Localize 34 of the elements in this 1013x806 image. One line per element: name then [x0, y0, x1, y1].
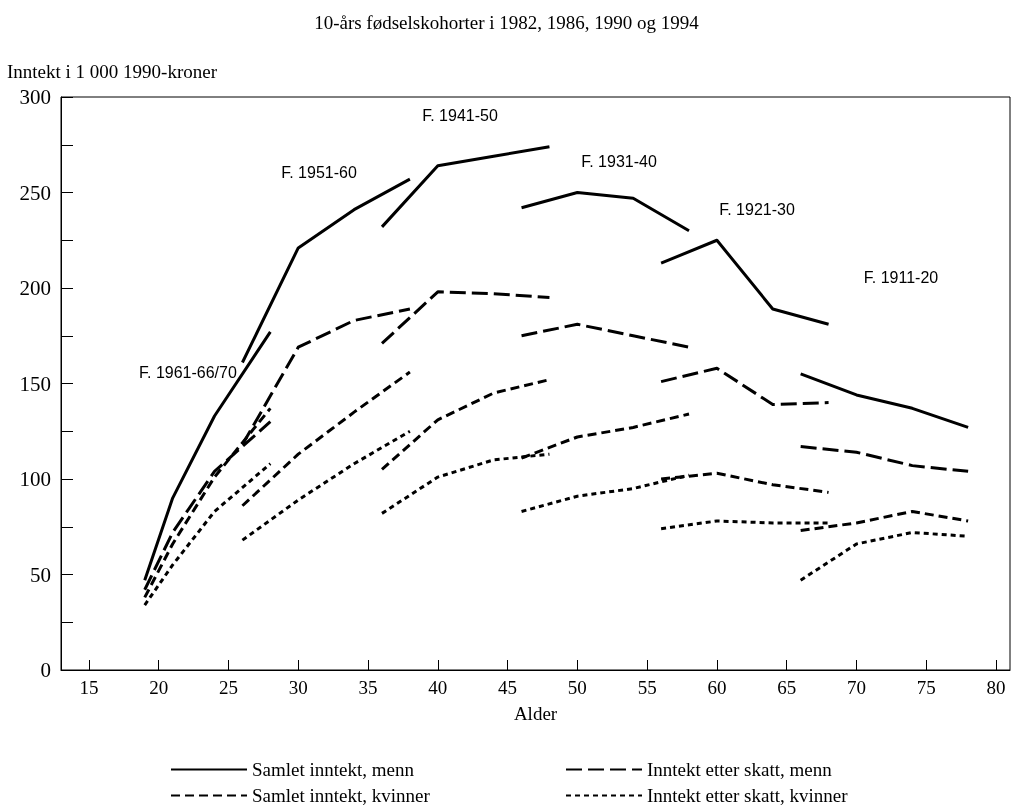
y-tick-label: 300: [19, 85, 51, 109]
annotation: F. 1941-50: [422, 106, 498, 124]
y-tick-label: 0: [40, 658, 51, 682]
x-tick-label: 60: [707, 677, 727, 698]
x-tick-label: 40: [428, 677, 448, 698]
legend-label: Samlet inntekt, kvinner: [252, 785, 431, 806]
x-tick-label: 45: [498, 677, 518, 698]
chart-title: 10-års fødselskohorter i 1982, 1986, 1990 og 1994: [314, 12, 700, 33]
annotation: F. 1951-60: [281, 163, 357, 181]
x-tick-label: 80: [986, 677, 1006, 698]
annotation: F. 1931-40: [581, 152, 657, 170]
x-tick-label: 25: [218, 677, 238, 698]
x-tick-label: 30: [288, 677, 308, 698]
x-tick-label: 15: [79, 677, 99, 698]
y-tick-label: 250: [19, 180, 51, 205]
y-tick-label: 150: [19, 371, 51, 396]
x-tick-label: 75: [916, 677, 936, 698]
y-tick-label: 50: [30, 562, 51, 587]
annotation: F. 1921-30: [719, 200, 795, 218]
x-tick-label: 50: [567, 677, 587, 698]
x-tick-label: 55: [637, 677, 657, 698]
y-tick-label: 100: [19, 467, 51, 491]
legend-label: Inntekt etter skatt, menn: [647, 759, 833, 780]
annotation: F. 1911-20: [863, 268, 939, 286]
annotation: F. 1961-66/70: [139, 363, 237, 381]
x-tick-label: 35: [358, 677, 378, 698]
y-tick-label: 200: [19, 276, 51, 300]
x-tick-label: 65: [777, 677, 797, 698]
legend-label: Samlet inntekt, menn: [252, 759, 415, 780]
legend-label: Inntekt etter skatt, kvinner: [647, 785, 849, 806]
y-axis-title: Inntekt i 1 000 1990-kroner: [7, 61, 218, 82]
x-tick-label: 70: [846, 677, 866, 698]
x-axis-title: Alder: [513, 703, 558, 724]
x-tick-label: 20: [149, 677, 169, 698]
